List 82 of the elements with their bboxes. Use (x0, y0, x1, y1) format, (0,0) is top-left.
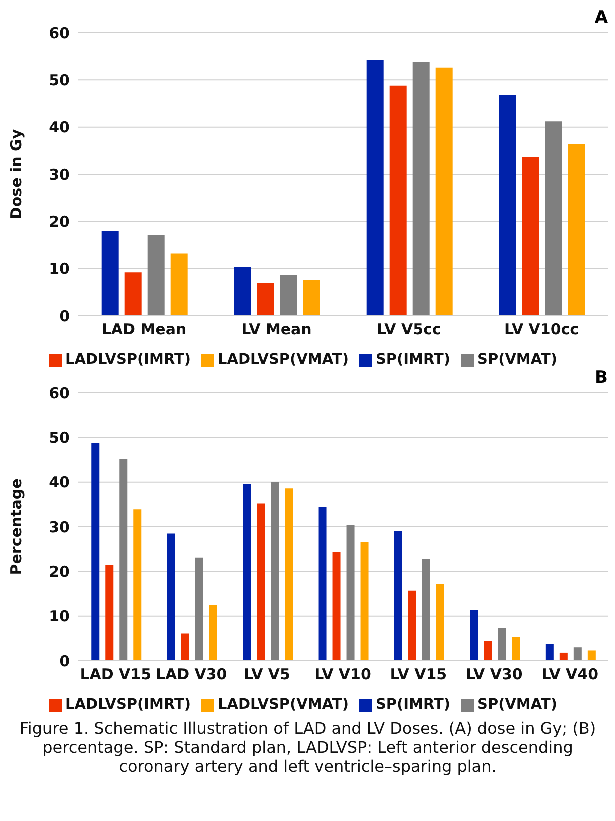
bar (560, 652, 568, 661)
bar (148, 235, 165, 316)
bar (366, 60, 384, 316)
x-tick-label: LV Mean (242, 320, 312, 339)
y-tick-label: 10 (49, 608, 70, 626)
bar (257, 283, 274, 316)
y-axis-title: Dose in Gy (7, 129, 26, 220)
bar (106, 565, 114, 661)
x-tick-label: LV V10 (314, 666, 372, 684)
y-tick-label: 50 (49, 71, 70, 90)
bar (318, 507, 327, 661)
bar (181, 634, 190, 661)
bar (209, 605, 218, 661)
bar (134, 510, 142, 661)
bar (346, 525, 355, 661)
bar (498, 628, 506, 661)
bar (574, 648, 582, 661)
y-tick-label: 0 (60, 307, 70, 326)
y-tick-label: 30 (49, 166, 70, 184)
y-tick-label: 50 (49, 428, 70, 447)
bar (470, 610, 478, 661)
y-tick-label: 10 (49, 260, 70, 278)
x-tick-label: LAD Mean (102, 320, 187, 339)
bar (408, 590, 416, 661)
bar (394, 531, 402, 661)
bar (412, 62, 430, 316)
y-tick-label: 60 (49, 24, 70, 42)
bar (257, 504, 266, 661)
bar (545, 122, 562, 316)
legend-label: LADLVSP(IMRT) (66, 697, 192, 713)
bar (568, 144, 586, 316)
bar (484, 641, 492, 661)
legend-label: SP(IMRT) (376, 352, 451, 368)
bar (422, 559, 430, 661)
bar (546, 644, 554, 661)
bar (280, 274, 298, 316)
bar (390, 86, 407, 316)
bar (499, 95, 516, 316)
legend-label: SP(VMAT) (478, 697, 558, 713)
bar (588, 650, 596, 661)
bar (167, 534, 176, 661)
y-tick-label: 0 (60, 652, 70, 670)
y-tick-label: 40 (49, 474, 70, 492)
x-tick-label: LV V10cc (504, 320, 580, 339)
legend-label: LADLVSP(IMRT) (66, 352, 192, 368)
x-tick-label: LAD V15 (80, 666, 152, 684)
bar (124, 272, 142, 316)
text: B (595, 368, 608, 388)
caption: Figure 1. Schematic Illustration of LAD and LV Doses. (A) dose in Gy; (B) percentage. SP: Standard plan, LADLVSP: Left anterior descending coronary artery and left ventricle–sparing plan. (18, 719, 598, 776)
legend-label: LADLVSP(VMAT) (218, 352, 349, 368)
legend-label: SP(VMAT) (478, 352, 558, 368)
x-tick-label: LV V5cc (377, 320, 442, 339)
bar (102, 231, 119, 316)
legend-label: LADLVSP(VMAT) (218, 697, 349, 713)
y-tick-label: 40 (49, 118, 70, 137)
x-tick-label: LV V15 (390, 666, 448, 684)
bar (92, 443, 100, 661)
y-axis-title: Percentage (7, 478, 26, 576)
bar (234, 266, 252, 316)
x-tick-label: LV V30 (466, 666, 523, 684)
y-tick-label: 60 (49, 384, 70, 402)
bar (120, 459, 128, 661)
bar (285, 488, 294, 661)
y-tick-label: 30 (49, 518, 70, 536)
x-tick-label: LV V40 (542, 666, 599, 684)
x-tick-label: LAD V30 (156, 666, 228, 684)
x-tick-label: LV V5 (244, 666, 290, 684)
bar (436, 584, 444, 661)
bar (512, 637, 520, 661)
bar (332, 552, 341, 661)
text: A (594, 8, 608, 28)
bar (360, 542, 369, 661)
bar (436, 68, 453, 316)
bar (271, 482, 280, 661)
bar (522, 157, 540, 316)
bar (170, 254, 188, 316)
y-tick-label: 20 (49, 562, 70, 581)
bar (195, 558, 204, 661)
bar (243, 484, 252, 661)
legend-label: SP(IMRT) (376, 697, 451, 713)
bar (303, 280, 320, 316)
y-tick-label: 20 (49, 212, 70, 231)
